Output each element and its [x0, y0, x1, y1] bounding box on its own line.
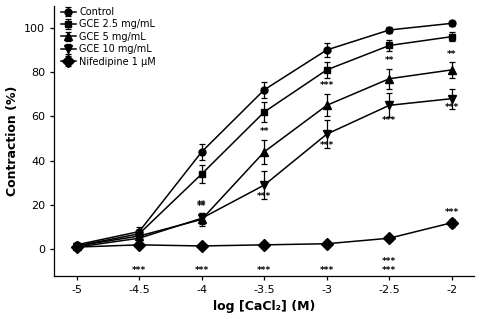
Text: ***: *** [445, 103, 459, 112]
Text: ***: *** [257, 191, 271, 201]
Text: ***: *** [320, 141, 334, 150]
Text: ***: *** [445, 208, 459, 217]
Text: **: ** [197, 200, 206, 209]
X-axis label: log [CaCl₂] (M): log [CaCl₂] (M) [213, 300, 315, 314]
Text: **: ** [384, 56, 394, 65]
Text: **: ** [197, 202, 206, 211]
Text: ***: *** [257, 266, 271, 275]
Y-axis label: Contraction (%): Contraction (%) [6, 85, 19, 196]
Text: ***: *** [382, 116, 396, 125]
Legend: Control, GCE 2.5 mg/mL, GCE 5 mg/mL, GCE 10 mg/mL, Nifedipine 1 μM: Control, GCE 2.5 mg/mL, GCE 5 mg/mL, GCE… [59, 5, 158, 69]
Text: ***: *** [132, 266, 146, 275]
Text: **: ** [447, 50, 456, 59]
Text: ***: *** [320, 81, 334, 90]
Text: ***: *** [382, 266, 396, 275]
Text: ***: *** [194, 266, 209, 275]
Text: ***: *** [382, 257, 396, 266]
Text: ***: *** [320, 266, 334, 275]
Text: **: ** [260, 127, 269, 136]
